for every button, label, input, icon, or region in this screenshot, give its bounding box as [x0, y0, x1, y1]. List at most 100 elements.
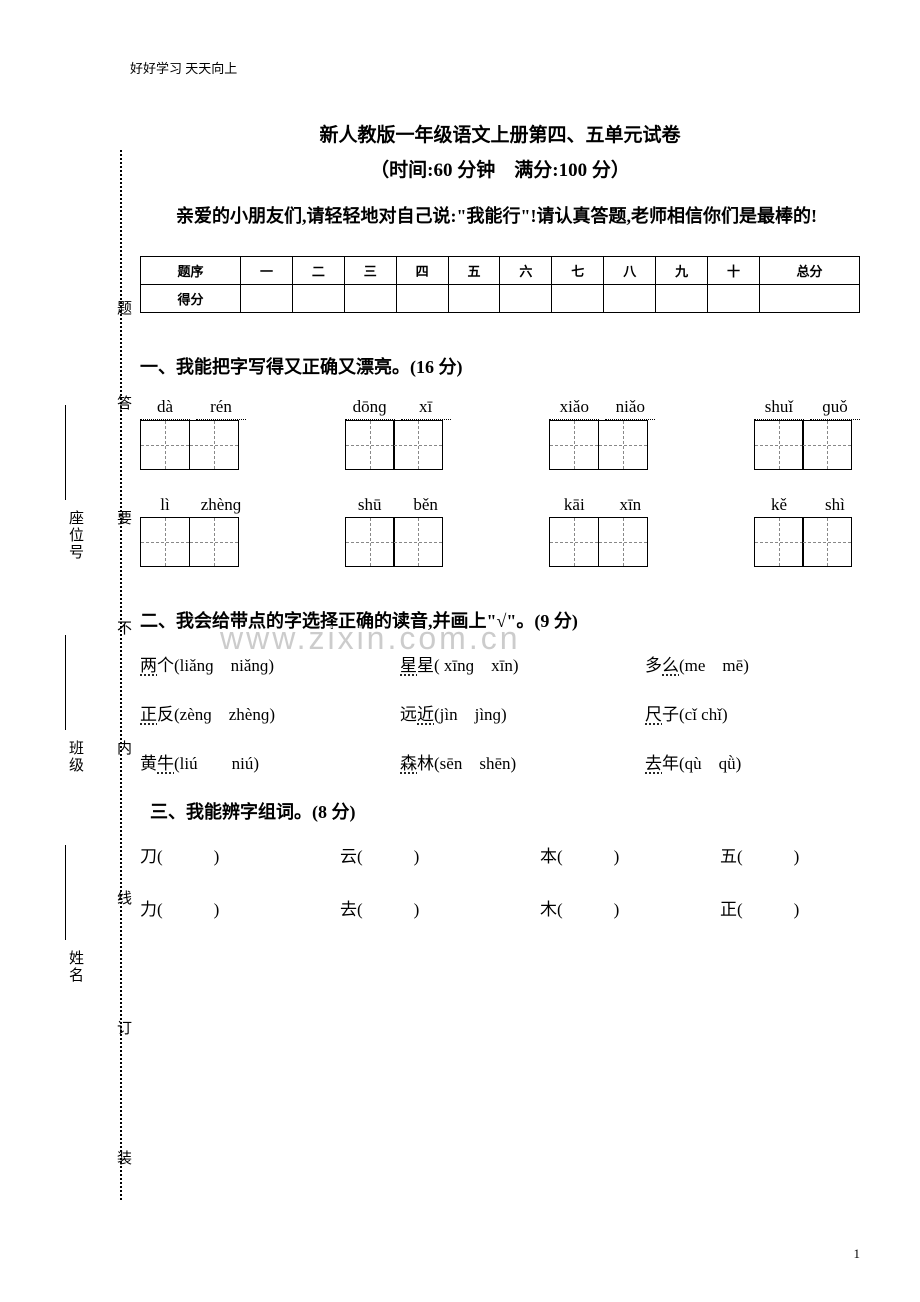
q2-item: 多么(me mē): [645, 651, 749, 676]
char-box: [549, 517, 599, 567]
pinyin-block: kěshì: [754, 495, 860, 567]
pinyin-block: xiǎo niǎo: [549, 397, 655, 470]
char-box-pair: [754, 517, 851, 567]
blank-xingming: [65, 845, 66, 940]
pinyin-text: xīn: [605, 495, 655, 517]
char-box: [140, 517, 190, 567]
page-number: 1: [854, 1246, 861, 1262]
q3-item: 正( ): [720, 895, 799, 920]
pinyin-block: shūběn: [345, 495, 451, 567]
char-box: [802, 517, 852, 567]
pinyin-text: niǎo: [605, 397, 655, 420]
char-box: [598, 517, 648, 567]
q2-title: 二、我会给带点的字选择正确的读音,并画上"√"。(9 分): [140, 607, 860, 633]
score-cell: 七: [552, 256, 604, 284]
main-content: 新人教版一年级语文上册第四、五单元试卷 （时间:60 分钟 满分:100 分） …: [140, 120, 860, 948]
q2-item: 黄牛(liú niú): [140, 749, 400, 774]
score-cell: 总分: [759, 256, 859, 284]
q3-item: 力( ): [140, 895, 340, 920]
pinyin-text: běn: [401, 495, 451, 517]
q3-item: 五( ): [720, 842, 799, 867]
binding-margin: 装 订 线 内 不 要 答 题 姓名 班级 座位号: [70, 150, 130, 1200]
score-cell: 三: [344, 256, 396, 284]
blank-banji: [65, 635, 66, 730]
pinyin-text: dà: [140, 397, 190, 420]
score-table: 题序 一 二 三 四 五 六 七 八 九 十 总分 得分: [140, 256, 860, 313]
pinyin-block: kāixīn: [549, 495, 655, 567]
pinyin-text: rén: [196, 397, 246, 420]
binding-nei: 内: [113, 740, 134, 757]
q3-row: 力( )去( )木( )正( ): [140, 895, 860, 920]
page-header: 好好学习 天天向上: [130, 58, 237, 77]
char-box: [393, 517, 443, 567]
q1-rows: dàrén dōnɡxī xiǎo niǎo shuǐɡuǒ lìzhènɡ shūběn k…: [140, 397, 860, 567]
char-box-pair: [140, 517, 237, 567]
q2-row: 正反(zènɡ zhènɡ)远近(jìn jìnɡ)尺子(cǐ chǐ): [140, 700, 860, 725]
score-cell: 六: [500, 256, 552, 284]
q3-title: 三、我能辨字组词。(8 分): [140, 798, 860, 824]
pinyin-text: ɡuǒ: [810, 397, 860, 420]
score-cell: 二: [292, 256, 344, 284]
score-cell: 一: [241, 256, 293, 284]
binding-zhuang: 装: [113, 1150, 134, 1167]
q2-item: 森林(sēn shēn): [400, 749, 645, 774]
pinyin-block: shuǐɡuǒ: [754, 397, 860, 470]
q2-item: 星星( xīnɡ xīn): [400, 651, 645, 676]
blank-zuoweihao: [65, 405, 66, 500]
q2-row: 黄牛(liú niú)森林(sēn shēn)去年(qù qǜ): [140, 749, 860, 774]
q3-rows: 刀( )云( )本( )五( )力( )去( )木( )正( ): [140, 842, 860, 920]
char-box: [754, 517, 804, 567]
q3-item: 木( ): [540, 895, 720, 920]
score-header-row: 题序 一 二 三 四 五 六 七 八 九 十 总分: [141, 256, 860, 284]
char-box: [598, 420, 648, 470]
intro-text: 亲爱的小朋友们,请轻轻地对自己说:"我能行"!请认真答题,老师相信你们是最棒的!: [140, 202, 860, 231]
score-cell: 得分: [141, 284, 241, 312]
binding-ding: 订: [113, 1020, 134, 1037]
q3-item: 本( ): [540, 842, 720, 867]
char-box: [754, 420, 804, 470]
q3-item: 云( ): [340, 842, 540, 867]
pinyin-block: lìzhènɡ: [140, 495, 246, 567]
score-cell: 题序: [141, 256, 241, 284]
pinyin-row: lìzhènɡ shūběn kāixīn kěshì: [140, 495, 860, 567]
q1-title: 一、我能把字写得又正确又漂亮。(16 分): [140, 353, 860, 379]
char-box-pair: [345, 517, 442, 567]
q2-item: 远近(jìn jìnɡ): [400, 700, 645, 725]
label-banji: 班级: [65, 740, 86, 774]
score-cell: 五: [448, 256, 500, 284]
label-xingming: 姓名: [65, 950, 86, 984]
binding-ti: 题: [113, 300, 134, 317]
char-box-pair: [754, 420, 851, 470]
q2-item: 尺子(cǐ chǐ): [645, 700, 728, 725]
char-box: [393, 420, 443, 470]
char-box: [345, 517, 395, 567]
q2-row: 两个(liǎnɡ niǎnɡ)星星( xīnɡ xīn)多么(me mē): [140, 651, 860, 676]
binding-xian: 线: [113, 890, 134, 907]
char-box-pair: [345, 420, 442, 470]
pinyin-text: xiǎo: [549, 397, 599, 420]
pinyin-block: dàrén: [140, 397, 246, 470]
char-box-pair: [549, 420, 646, 470]
q2-item: 正反(zènɡ zhènɡ): [140, 700, 400, 725]
score-cell: 四: [396, 256, 448, 284]
pinyin-text: dōnɡ: [345, 397, 395, 420]
q2-item: 去年(qù qǜ): [645, 749, 741, 774]
char-box: [802, 420, 852, 470]
char-box: [189, 420, 239, 470]
score-cell: 八: [604, 256, 656, 284]
score-cell: 九: [656, 256, 708, 284]
pinyin-block: dōnɡxī: [345, 397, 451, 470]
pinyin-text: kāi: [549, 495, 599, 517]
binding-yao: 要: [113, 510, 134, 527]
score-value-row: 得分: [141, 284, 860, 312]
pinyin-text: kě: [754, 495, 804, 517]
pinyin-text: shū: [345, 495, 395, 517]
exam-title: 新人教版一年级语文上册第四、五单元试卷: [140, 120, 860, 147]
label-zuoweihao: 座位号: [65, 510, 86, 561]
q2-item: 两个(liǎnɡ niǎnɡ): [140, 651, 400, 676]
pinyin-text: lì: [140, 495, 190, 517]
binding-da: 答: [113, 395, 134, 412]
char-box: [549, 420, 599, 470]
char-box-pair: [140, 420, 237, 470]
binding-bu: 不: [113, 620, 134, 637]
